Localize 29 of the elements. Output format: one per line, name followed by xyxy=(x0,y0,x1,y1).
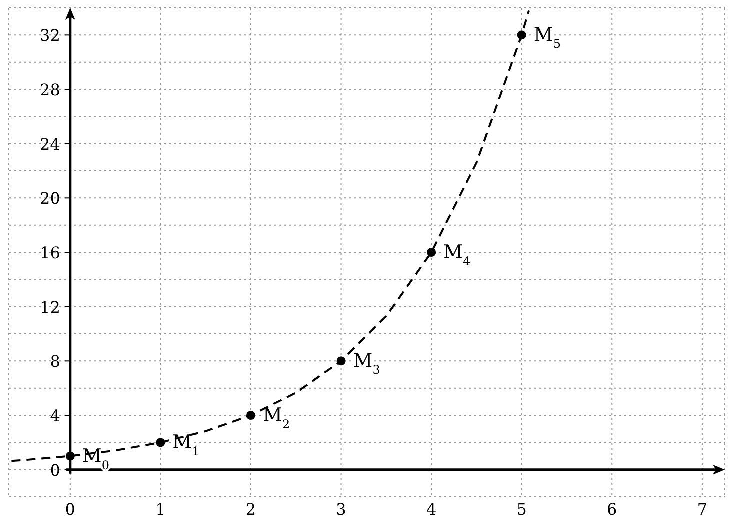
annotation: M$_{0}$ xyxy=(82,445,110,472)
point xyxy=(156,438,166,448)
x-tick-label: 2 xyxy=(246,500,256,519)
x-tick-label: 1 xyxy=(156,500,166,519)
annotation: M$_{4}$ xyxy=(444,242,472,268)
point xyxy=(517,30,526,40)
y-tick-label: 28 xyxy=(40,80,60,100)
y-tick-label: 24 xyxy=(40,134,60,154)
point xyxy=(246,410,256,420)
y-tick-label: 20 xyxy=(40,189,60,208)
y-tick-label: 32 xyxy=(40,26,60,46)
point xyxy=(66,452,75,461)
y-tick-label: 16 xyxy=(40,244,60,262)
line-series xyxy=(10,10,530,462)
y-tick-label: 12 xyxy=(40,298,60,317)
x-tick-label: 7 xyxy=(697,500,708,519)
x-tick-label: 3 xyxy=(336,500,346,519)
y-tick-label: 4 xyxy=(50,406,60,426)
annotation: M$_{3}$ xyxy=(353,350,380,378)
point xyxy=(427,248,436,258)
annotation: M$_{2}$ xyxy=(262,404,290,432)
annotation: M$_{5}$ xyxy=(534,24,561,52)
x-tick-label: 4 xyxy=(426,500,437,519)
point xyxy=(336,356,346,366)
x-tick-label: 0 xyxy=(65,500,76,519)
y-tick-label: 0 xyxy=(50,460,60,480)
y-tick-label: 8 xyxy=(50,352,60,372)
x-tick-label: 6 xyxy=(607,500,618,519)
x-tick-label: 5 xyxy=(516,500,527,519)
